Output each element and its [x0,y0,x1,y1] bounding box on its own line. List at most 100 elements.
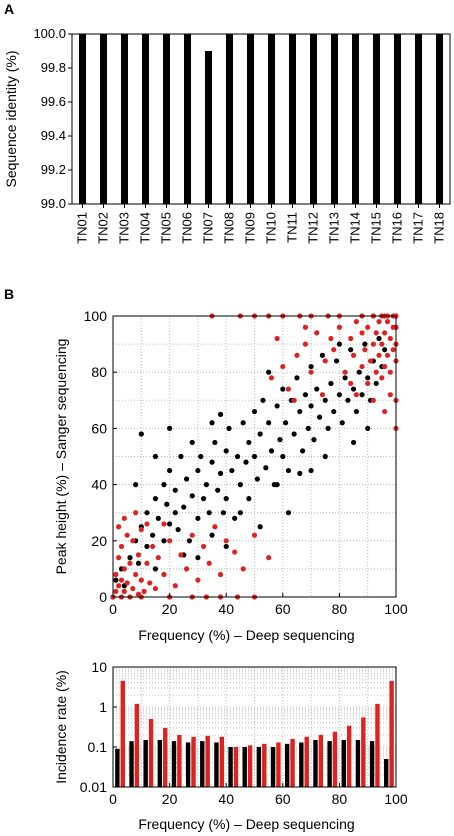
incidence-bar-black [200,741,205,787]
scatter-point-red [200,543,207,550]
bar-tn13 [331,34,338,204]
scatter-ytick-label: 40 [91,477,107,493]
panel-a-xtick-label: TN16 [390,212,405,244]
scatter-point-red [152,585,159,592]
panel-a-xtick-label: TN09 [243,212,258,244]
scatter-point-red [167,538,173,544]
scatter-point-red [130,538,136,544]
scatter-point-black [135,560,142,566]
incidence-bar-red [191,736,196,787]
incidence-bar-red [290,738,295,787]
scatter-point-red [348,380,354,387]
incidence-bar-black [327,741,332,787]
incidence-bar-black [256,747,262,787]
scatter-point-black [150,532,156,538]
incidence-bar-red [304,736,309,787]
scatter-point-red [387,392,393,398]
scatter-point-black [226,425,232,431]
scatter-point-black [195,467,201,474]
scatter-point-black [229,467,235,474]
bar-tn11 [289,34,296,204]
scatter-point-red [314,330,320,336]
incidence-bar-black [355,739,361,787]
scatter-point-black [280,386,286,392]
scatter-point-black [266,369,272,375]
scatter-ytick-label: 100 [84,308,108,324]
scatter-point-black [336,392,342,398]
incidence-bar-black [129,741,134,787]
panel-a-frame [71,33,451,205]
bar-tn03 [121,34,128,204]
scatter-point-red [342,369,348,375]
scatter-point-red [373,369,379,375]
incidence-bar-red [134,703,140,787]
scatter-ytick-label: 80 [91,364,107,380]
scatter-point-black [164,501,170,507]
scatter-point-red [384,319,391,325]
scatter-point-black [127,555,133,561]
scatter-point-black [365,375,371,381]
scatter-point-black [300,448,306,454]
scatter-point-red [135,552,142,558]
incidence-bar-red [205,735,210,787]
scatter-point-black [331,408,337,415]
scatter-point-red [328,335,334,342]
scatter-point-black [266,420,272,426]
scatter-point-black [336,341,342,347]
scatter-point-black [189,493,195,499]
incidence-bar-black [185,742,191,787]
scatter-point-red [294,352,300,358]
scatter-point-black [277,437,283,443]
scatter-point-red [150,543,156,550]
scatter-point-black [322,397,328,403]
scatter-xtick-label: 100 [384,601,408,617]
scatter-point-black [161,538,167,544]
incidence-bar-red [177,734,182,787]
panel-a-xtick-label: TN05 [159,212,174,244]
scatter-point-red [133,571,139,578]
scatter-point-red [322,358,328,364]
scatter-point-black [246,439,252,446]
scatter-point-red [382,330,388,336]
scatter-point-black [155,515,161,521]
bar-tn08 [226,34,233,204]
scatter-point-red [121,515,127,521]
scatter-point-black [217,411,224,417]
scatter-point-black [175,526,181,533]
scatter-point-red [353,392,359,398]
panel-a-xtick-label: TN01 [75,212,90,244]
incidence-bar-black [214,742,219,787]
panel-a-ytick-label: 99.8 [41,60,66,75]
scatter-point-red [302,341,309,347]
scatter-frame [112,315,397,598]
incidence-xtick-label: 60 [275,791,291,807]
scatter-point-black [356,369,362,375]
scatter-point-red [348,335,354,342]
panel-a-xtick-label: TN12 [306,212,321,244]
scatter-point-red [178,552,184,558]
scatter-xtick-label: 40 [218,601,234,617]
scatter-point-red [189,532,195,538]
scatter-point-red [280,363,286,370]
scatter-point-red [390,347,396,353]
panel-a-xtick-label: TN11 [285,212,300,243]
incidence-bar-red [148,719,154,787]
scatter-point-black [376,335,382,342]
sequence-identity-chart: Sequence identity (%) 99.0 99.2 99.4 99.6 99… [3,26,451,244]
bar-tn07 [205,51,212,204]
scatter-point-black [209,420,215,426]
scatter-point-red [133,510,139,516]
scatter-point-red [124,580,130,586]
scatter-point-red [384,352,391,358]
incidence-frame [112,666,397,788]
incidence-ytick-label: 0.1 [88,739,108,755]
scatter-point-red [387,369,393,375]
panel-a-xtick-label: TN13 [327,212,342,244]
scatter-point-red [268,375,275,381]
scatter-xtick-label: 80 [332,601,348,617]
scatter-ylabel: Peak height (%) – Sanger sequencing [53,339,69,575]
scatter-point-black [223,543,229,550]
scatter-point-red [370,397,376,403]
incidence-bar-red [247,745,253,787]
